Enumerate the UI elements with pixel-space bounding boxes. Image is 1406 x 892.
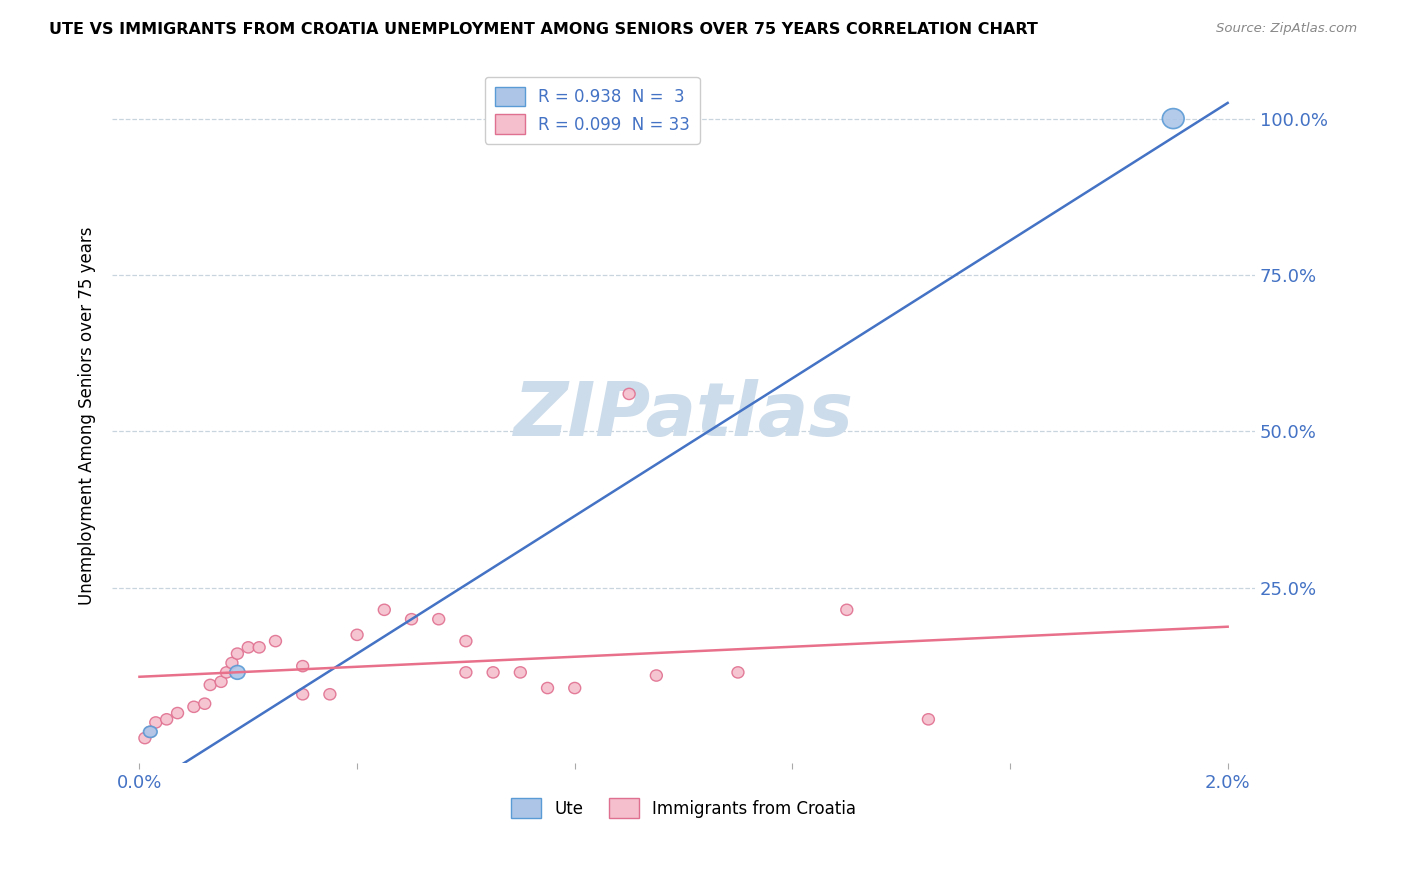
Ellipse shape <box>204 680 217 690</box>
Ellipse shape <box>651 670 662 681</box>
Ellipse shape <box>221 666 232 678</box>
Ellipse shape <box>229 665 245 680</box>
Ellipse shape <box>215 676 226 688</box>
Ellipse shape <box>405 614 418 624</box>
Legend: Ute, Immigrants from Croatia: Ute, Immigrants from Croatia <box>505 792 862 824</box>
Ellipse shape <box>297 689 309 700</box>
Ellipse shape <box>352 629 363 640</box>
Ellipse shape <box>733 666 744 678</box>
Ellipse shape <box>460 666 472 678</box>
Text: UTE VS IMMIGRANTS FROM CROATIA UNEMPLOYMENT AMONG SENIORS OVER 75 YEARS CORRELAT: UTE VS IMMIGRANTS FROM CROATIA UNEMPLOYM… <box>49 22 1038 37</box>
Y-axis label: Unemployment Among Seniors over 75 years: Unemployment Among Seniors over 75 years <box>79 227 96 605</box>
Ellipse shape <box>188 701 200 713</box>
Ellipse shape <box>515 666 526 678</box>
Ellipse shape <box>160 714 173 725</box>
Ellipse shape <box>226 657 238 669</box>
Ellipse shape <box>569 682 581 694</box>
Ellipse shape <box>1163 109 1184 128</box>
Ellipse shape <box>145 726 156 738</box>
Ellipse shape <box>150 717 162 728</box>
Ellipse shape <box>172 707 184 719</box>
Ellipse shape <box>922 714 935 725</box>
Ellipse shape <box>541 682 554 694</box>
Ellipse shape <box>270 635 281 647</box>
Ellipse shape <box>460 635 472 647</box>
Ellipse shape <box>139 732 150 744</box>
Ellipse shape <box>297 660 309 672</box>
Ellipse shape <box>323 689 336 700</box>
Ellipse shape <box>253 641 266 653</box>
Ellipse shape <box>232 648 243 659</box>
Text: ZIPatlas: ZIPatlas <box>513 379 853 452</box>
Ellipse shape <box>378 604 391 615</box>
Ellipse shape <box>841 604 853 615</box>
Text: Source: ZipAtlas.com: Source: ZipAtlas.com <box>1216 22 1357 36</box>
Ellipse shape <box>143 726 157 738</box>
Ellipse shape <box>623 388 636 400</box>
Ellipse shape <box>433 614 444 624</box>
Ellipse shape <box>486 666 499 678</box>
Ellipse shape <box>242 641 254 653</box>
Ellipse shape <box>198 698 211 709</box>
